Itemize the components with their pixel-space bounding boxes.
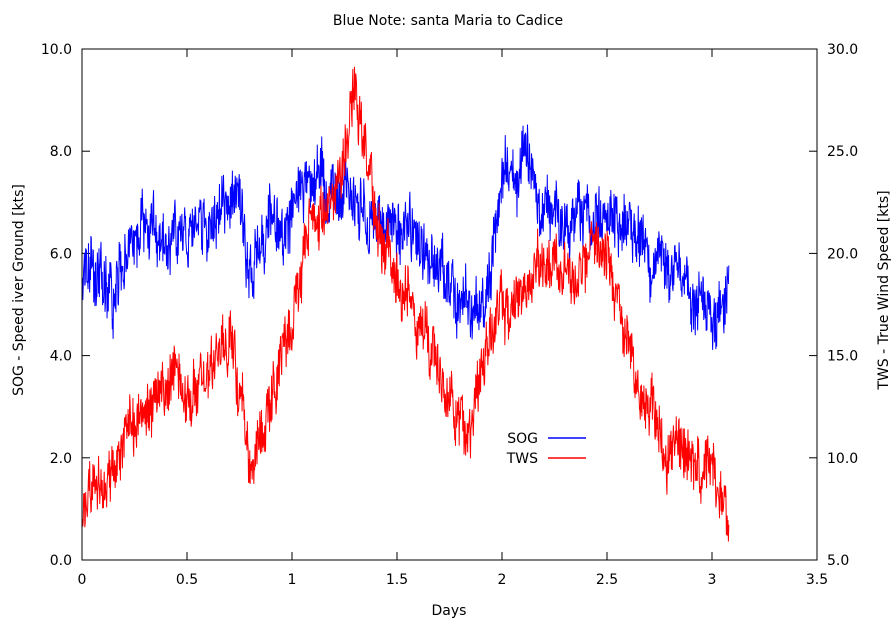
x-tick-label: 2.5 (596, 572, 618, 588)
x-tick-label: 1.5 (386, 572, 408, 588)
legend: SOG TWS (506, 431, 586, 467)
y-right-tick-label: 5.0 (827, 553, 849, 569)
y-right-tick-label: 30.0 (827, 42, 858, 58)
y-left-tick-label: 10.0 (41, 42, 72, 58)
y-right-tick-label: 15.0 (827, 349, 858, 365)
legend-label-sog: SOG (507, 431, 538, 447)
y-left-axis-label: SOG - Speed iver Ground [kts] (11, 184, 27, 396)
x-tick-label: 0.5 (176, 572, 198, 588)
plot-frame (81, 48, 818, 561)
legend-label-tws: TWS (506, 451, 538, 467)
x-tick-label: 0 (78, 572, 87, 588)
x-tick-label: 2 (498, 572, 507, 588)
axis-ticks: 0 0.5 1 1.5 2 2.5 3 3.5 0.0 2.0 4.0 6.0 8.0 10.0 5.0 10… (41, 42, 858, 588)
x-tick-label: 3 (708, 572, 717, 588)
series-line-sog (81, 124, 730, 350)
y-right-tick-label: 10.0 (827, 451, 858, 467)
series-line-tws (81, 66, 730, 542)
y-left-tick-label: 4.0 (50, 349, 72, 365)
chart-title: Blue Note: santa Maria to Cadice (333, 13, 563, 29)
y-right-axis-label: TWS - True Wind Speed [kts] (876, 190, 892, 390)
y-left-tick-label: 6.0 (50, 246, 72, 262)
y-left-tick-label: 8.0 (50, 144, 72, 160)
y-left-tick-label: 2.0 (50, 451, 72, 467)
y-right-tick-label: 20.0 (827, 246, 858, 262)
x-tick-label: 3.5 (806, 572, 828, 588)
y-left-tick-label: 0.0 (50, 553, 72, 569)
x-tick-label: 1 (288, 572, 297, 588)
y-right-tick-label: 25.0 (827, 144, 858, 160)
x-axis-label: Days (432, 603, 467, 619)
plot-area (81, 66, 730, 542)
